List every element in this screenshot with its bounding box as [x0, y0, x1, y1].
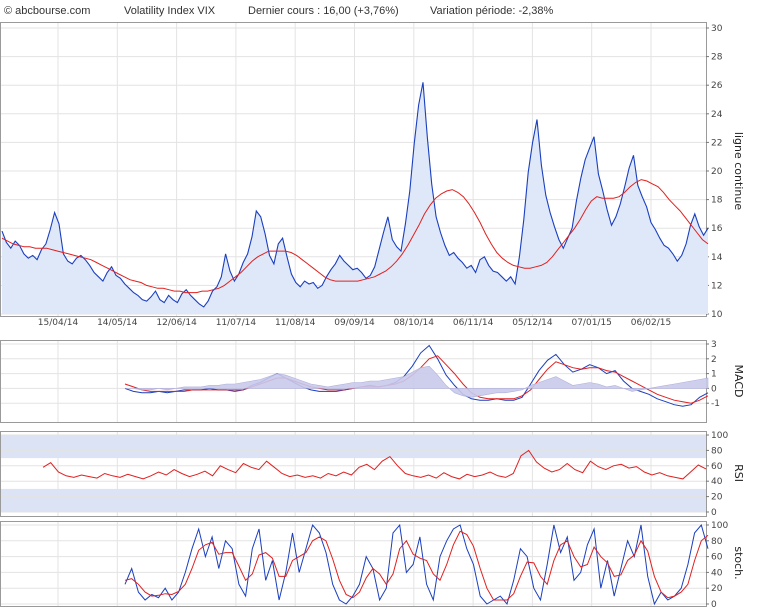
site-credit: © abcbourse.com [4, 5, 91, 17]
price-tick-label: 14 [711, 253, 723, 263]
rsi-tick-label: 40 [711, 477, 723, 487]
price-tick-label: 18 [711, 196, 723, 206]
macd-tick-label: 0 [711, 384, 717, 394]
x-tick-label: 07/01/15 [571, 318, 611, 328]
x-tick-label: 08/10/14 [394, 318, 435, 328]
macd-histogram [125, 365, 709, 398]
stochastic-stoch-d-line [124, 530, 709, 601]
x-tick-label: 12/06/14 [156, 318, 197, 328]
macd-tick-label: 2 [711, 355, 717, 365]
stochastic-tick-label: 20 [711, 584, 723, 594]
price-tick-label: 10 [711, 310, 723, 320]
x-tick-label: 06/02/15 [631, 318, 671, 328]
stochastic-tick-label: 60 [711, 553, 723, 563]
rsi-tick-label: 80 [711, 446, 723, 456]
price-tick-label: 30 [711, 24, 723, 34]
stochastic-tick-label: 100 [711, 521, 728, 531]
stochastic-tick-label: 40 [711, 568, 723, 578]
macd-tick-label: -1 [711, 399, 720, 409]
period-change: Variation période: -2,38% [430, 5, 554, 17]
macd-tick-label: 1 [711, 370, 717, 380]
instrument-name: Volatility Index VIX [124, 5, 216, 17]
price-tick-label: 22 [711, 138, 722, 148]
price-panel-label: ligne continue [732, 132, 745, 210]
x-tick-label: 05/12/14 [512, 318, 553, 328]
rsi-band-1 [1, 435, 706, 459]
x-tick-label: 14/05/14 [97, 318, 138, 328]
x-tick-label: 15/04/14 [38, 318, 79, 328]
x-tick-label: 06/11/14 [453, 318, 494, 328]
macd-panel-label: MACD [732, 365, 745, 398]
price-tick-label: 12 [711, 281, 722, 291]
rsi-band-0 [1, 488, 706, 512]
price-area-fill [2, 82, 708, 314]
x-tick-label: 11/07/14 [216, 318, 257, 328]
rsi-tick-label: 100 [711, 431, 728, 441]
macd-tick-label: 3 [711, 340, 717, 350]
rsi-tick-label: 0 [711, 508, 717, 518]
price-tick-label: 28 [711, 53, 723, 63]
stochastic-panel-frame [0, 521, 707, 607]
rsi-panel-frame [0, 431, 707, 517]
last-price: Dernier cours : 16,00 (+3,76%) [248, 5, 399, 17]
price-tick-label: 20 [711, 167, 723, 177]
x-tick-label: 11/08/14 [275, 318, 316, 328]
price-tick-label: 16 [711, 224, 723, 234]
price-tick-label: 26 [711, 81, 723, 91]
rsi-tick-label: 60 [711, 462, 723, 472]
rsi-rsi-line [42, 449, 707, 480]
price-moving-average-line [1, 179, 709, 294]
x-tick-label: 09/09/14 [334, 318, 375, 328]
price-line [1, 82, 709, 308]
price-tick-label: 24 [711, 110, 723, 120]
stochastic-stoch-k-line [124, 523, 709, 606]
chart-header: © abcbourse.com Volatility Index VIX Der… [0, 0, 760, 22]
stochastic-tick-label: 0 [711, 600, 717, 610]
stochastic-panel-label: stoch. [732, 546, 745, 579]
rsi-tick-label: 20 [711, 493, 723, 503]
price-panel-frame [0, 22, 707, 317]
macd-panel-frame [0, 340, 707, 423]
rsi-panel-label: RSI [732, 464, 745, 482]
stochastic-tick-label: 80 [711, 537, 723, 547]
